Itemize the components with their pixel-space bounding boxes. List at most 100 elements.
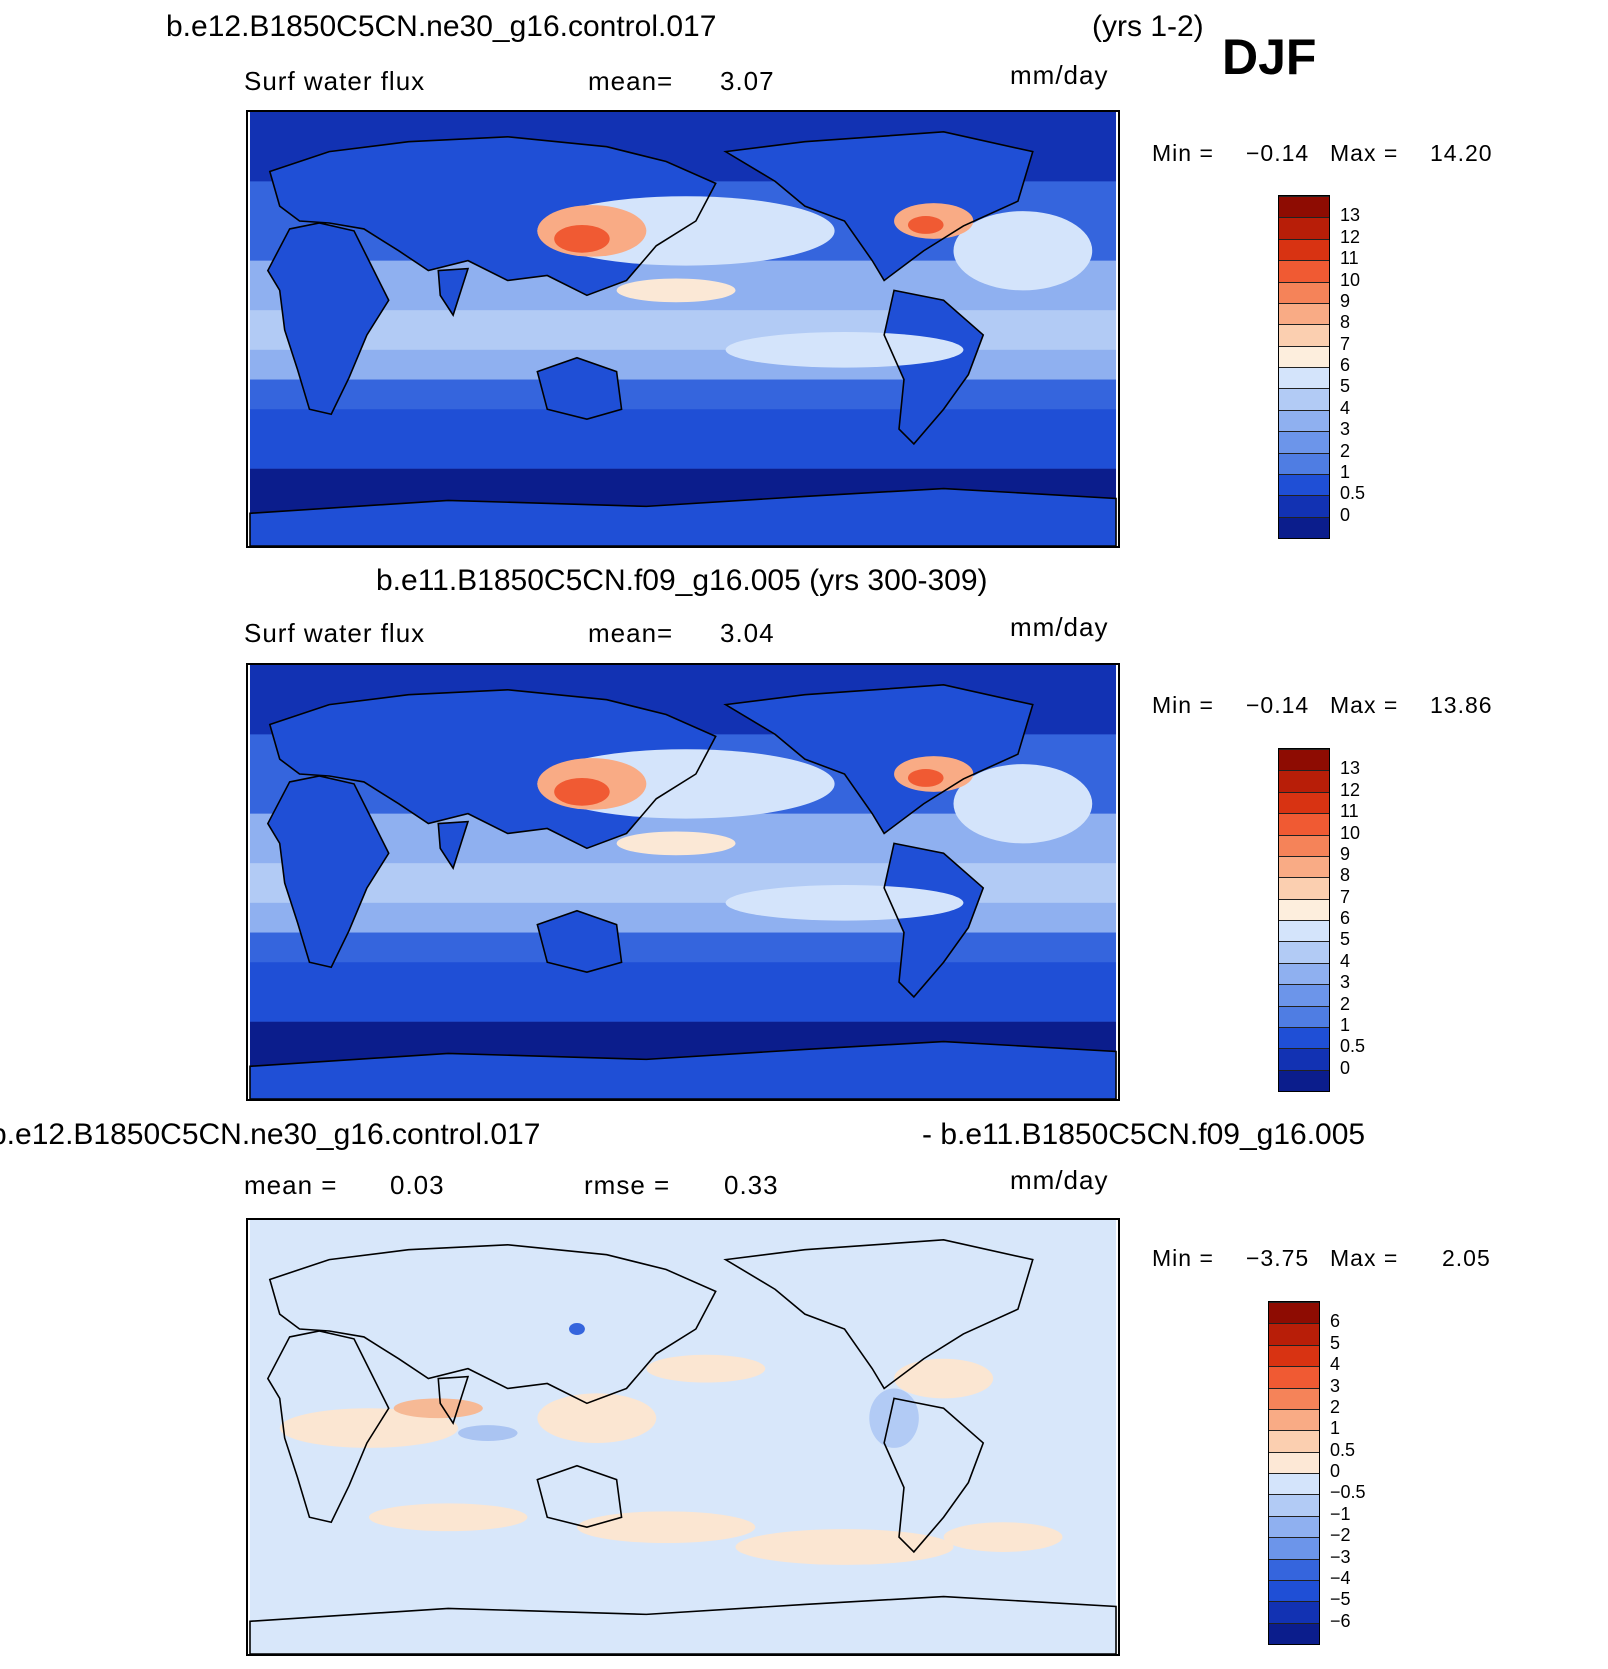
positive-anomaly [279,1408,459,1448]
colorbar-tick-label: 3 [1330,1375,1341,1396]
panel3-rmse-label: rmse = [584,1170,671,1200]
colorbar-segment [1279,791,1329,814]
colorbar-tick-label: 0 [1330,1461,1341,1481]
colorbar-segment [1269,1408,1319,1431]
panel1-colorbar [1278,195,1330,539]
case1-years: (yrs 1-2) [1092,10,1204,43]
coastline [536,356,623,420]
panel3-max-value: 2.05 [1442,1245,1491,1271]
colorbar-segment [1279,388,1329,410]
coastline [268,688,717,850]
colorbar-tick-label: 10 [1340,269,1361,290]
colorbar-segment [1279,1069,1329,1091]
colorbar-segment [1279,855,1329,878]
colorbar-segment [1269,1344,1319,1367]
panel1-mean-value: 3.07 [720,66,775,96]
coastline [723,684,1034,835]
colorbar-segment [1279,877,1329,899]
colorbar-segment [1279,409,1329,432]
colorbar-segment [1269,1302,1319,1324]
colorbar-tick-label: −2 [1330,1525,1351,1546]
case2-title: b.e11.B1850C5CN.f09_g16.005 (yrs 300-309… [376,564,988,597]
colorbar-segment [1269,1387,1319,1409]
land-fill [249,488,1117,546]
colorbar-segment [1279,898,1329,920]
panel1-min-value: −0.14 [1246,140,1310,166]
land-fill [249,1041,1117,1099]
negative-anomaly [458,1425,518,1441]
panel2-colorbar [1278,748,1330,1092]
colorbar-segment [1279,1005,1329,1027]
colorbar-segment [1279,1048,1329,1070]
itcz-band [249,310,1117,350]
colorbar-segment [1279,770,1329,792]
coastline [266,775,390,969]
coastline [883,1397,985,1554]
panel2-max-label: Max = [1330,692,1399,718]
colorbar-tick-label: 3 [1340,419,1351,440]
positive-anomaly [894,1358,994,1399]
strong-negative-anomaly [569,1323,585,1335]
colorbar-segment [1279,324,1329,346]
season-label: DJF [1222,29,1317,85]
colorbar-segment [1279,302,1329,325]
colorbar-segment [1269,1515,1319,1538]
south-pacific-high [725,331,964,368]
colorbar-tick-label: 5 [1340,929,1351,950]
colorbar-segment [1279,495,1329,517]
panel3-colorbar [1268,1301,1320,1645]
colorbar-segment [1279,473,1329,496]
north-atlantic-high [953,211,1093,291]
north-atlantic-high [953,764,1093,844]
panel1-min-label: Min = [1152,140,1214,166]
panel1-units: mm/day [1010,60,1109,90]
colorbar-segment [1279,196,1329,218]
colorbar-segment [1279,749,1329,771]
coastline [536,909,623,973]
panel3-map [246,1218,1120,1656]
colorbar-tick-label: 6 [1340,908,1351,928]
pacific-warm-patch [616,278,736,303]
case1-title: b.e12.B1850C5CN.ne30_g16.control.017 [166,10,717,43]
panel2-min-value: −0.14 [1246,692,1310,718]
southern-ocean-band [249,962,1117,1022]
gulf-stream-core [907,216,944,234]
panel2-mean-label: mean= [588,618,674,648]
land-fill [537,357,622,420]
colorbar-segment [1269,1579,1319,1602]
colorbar-tick-label: 2 [1330,1396,1341,1417]
panel1-mean-label: mean= [588,66,674,96]
diff-title-right: - b.e11.B1850C5CN.f09_g16.005 [922,1118,1366,1151]
colorbar-tick-label: 4 [1340,950,1351,971]
colorbar-segment [1279,367,1329,389]
kuroshio-core [554,224,610,253]
negative-anomaly [869,1388,919,1448]
coastline [883,842,985,999]
colorbar-tick-label: 2 [1340,440,1351,461]
colorbar-segment [1279,217,1329,239]
colorbar-segment [1269,1473,1319,1495]
colorbar-tick-label: 8 [1340,312,1351,333]
itcz-band [249,863,1117,903]
panel2-units: mm/day [1010,612,1109,642]
panel2-map [246,663,1120,1101]
land-fill [725,131,1033,281]
coastline [249,487,1117,546]
colorbar-segment [1279,834,1329,856]
southern-ocean-band [249,409,1117,469]
colorbar-segment [1279,1026,1329,1049]
gulf-stream-core [907,769,944,787]
colorbar-segment [1279,281,1329,303]
colorbar-tick-label: 12 [1340,779,1361,800]
colorbar-tick-label: 13 [1340,205,1361,226]
panel3-min-value: −3.75 [1246,1245,1310,1271]
colorbar-segment [1269,1323,1319,1345]
coastline [249,1595,1117,1654]
colorbar-tick-label: 9 [1340,290,1351,311]
land-fill [884,290,984,444]
colorbar-segment [1279,345,1329,367]
positive-anomaly [943,1522,1063,1552]
panel1-max-value: 14.20 [1430,140,1493,166]
land-fill [267,222,389,415]
colorbar-segment [1269,1430,1319,1452]
